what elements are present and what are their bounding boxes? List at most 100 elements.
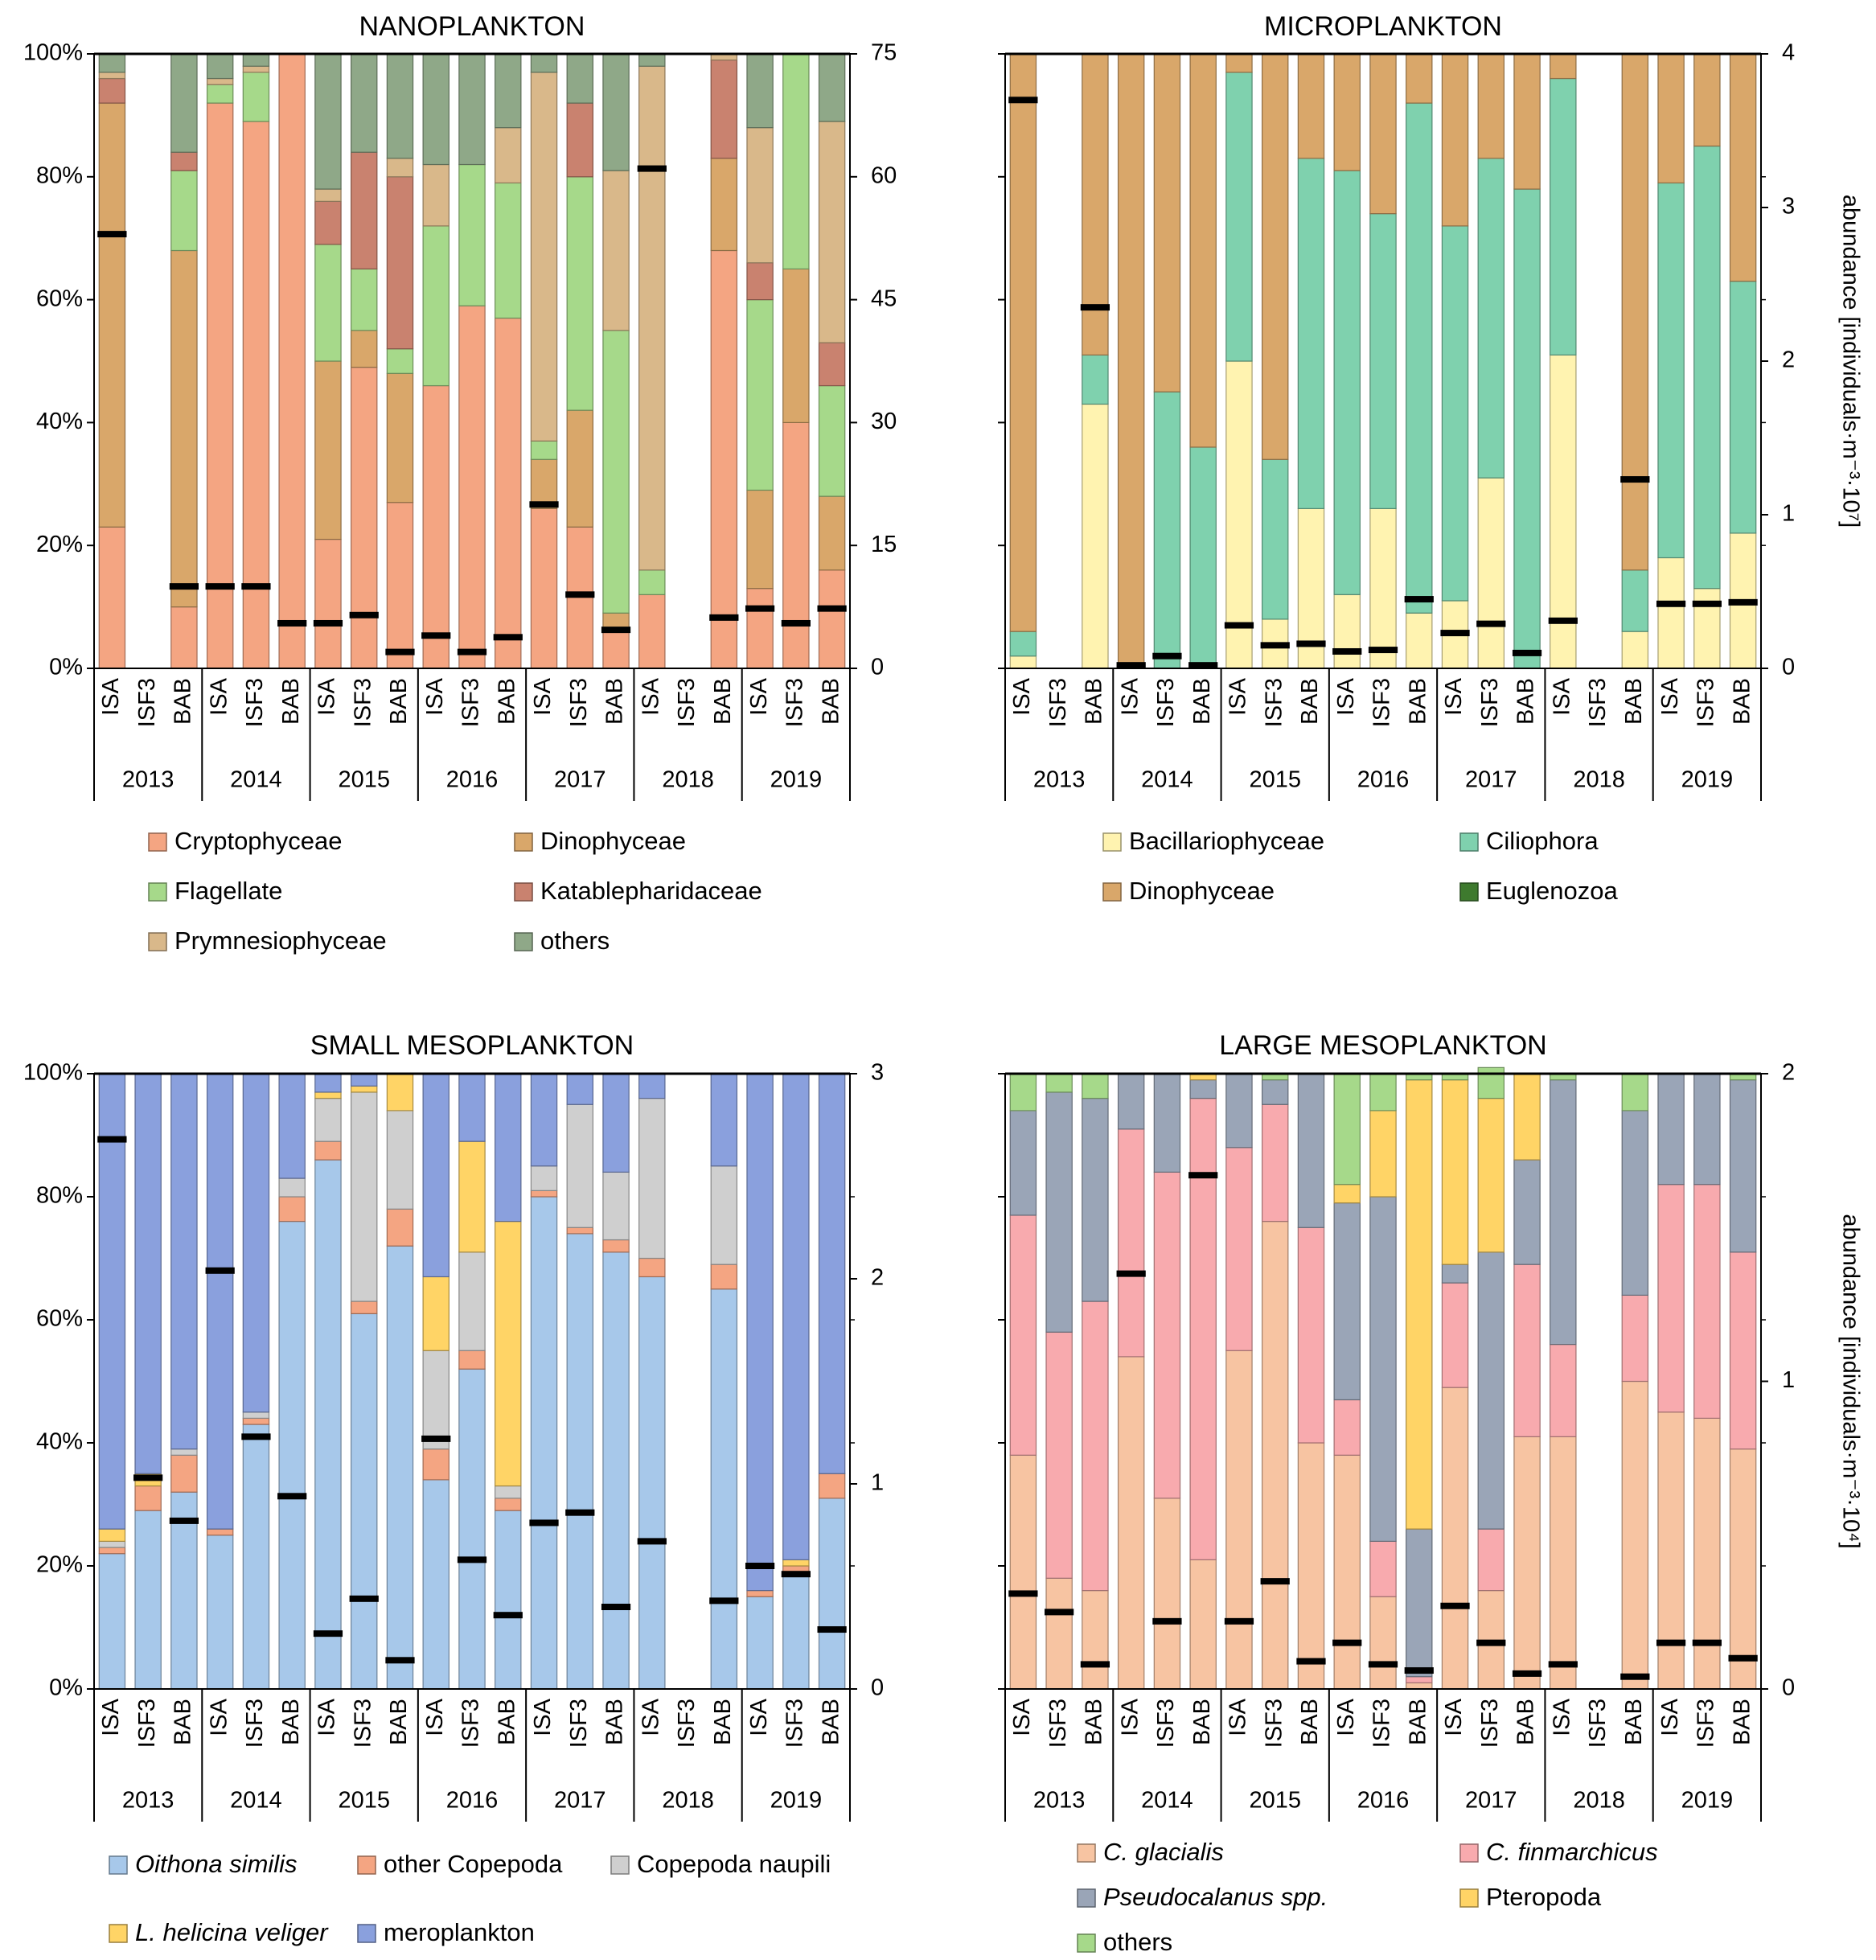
bar-segment (1045, 1073, 1073, 1093)
year-label: 2018 (1573, 767, 1625, 793)
right-tick-label: 75 (871, 40, 897, 66)
station-label: ISA (314, 677, 340, 715)
legend-swatch (109, 1855, 128, 1875)
bar-segment (1153, 391, 1181, 669)
bar-segment (1117, 1128, 1145, 1358)
bar-segment (566, 102, 594, 178)
abundance-marker (457, 648, 487, 655)
station-label: BAB (278, 678, 304, 725)
bar-segment (530, 440, 558, 460)
year-label: 2014 (1141, 767, 1193, 793)
station-label: BAB (602, 1699, 628, 1745)
bar-segment (638, 569, 666, 595)
bar-segment (530, 1196, 558, 1690)
bar-segment (566, 1227, 594, 1235)
abundance-marker (1476, 620, 1506, 627)
legend-swatch (1459, 832, 1479, 852)
abundance-marker (601, 627, 631, 634)
bar-segment (1621, 1294, 1649, 1383)
panel-microplankton: MICROPLANKTON 0 1 2 3 4 abundance [individuals… (998, 11, 1863, 905)
abundance-marker (1440, 1602, 1470, 1609)
year-label: 2017 (554, 1788, 606, 1814)
bar-segment (530, 1190, 558, 1198)
abundance-marker (241, 583, 271, 590)
bar-segment (638, 1097, 666, 1259)
station-label: BAB (170, 678, 196, 725)
legend-swatch (1077, 1933, 1096, 1953)
legend-swatch (148, 932, 167, 951)
bar-segment (602, 1171, 630, 1241)
bar-segment (1045, 1577, 1073, 1690)
bar-segment (1082, 354, 1109, 405)
station-label: BAB (1082, 1699, 1107, 1745)
abundance-marker (421, 1435, 451, 1442)
bar-segment (314, 1091, 342, 1099)
abundance-marker (709, 614, 739, 621)
abundance-marker (277, 619, 307, 627)
station-label: ISF3 (1585, 1699, 1611, 1748)
station-label: ISF3 (1369, 1699, 1395, 1748)
bar-segment (1333, 170, 1361, 595)
bar-segment (1117, 1073, 1145, 1130)
bar-segment (170, 249, 198, 608)
abundance-marker (97, 231, 127, 238)
bar-segment (495, 127, 522, 184)
bar-segment (278, 1220, 306, 1690)
bar-segment (351, 268, 378, 331)
bar-segment (1082, 403, 1109, 669)
legend-label: others (540, 927, 610, 955)
legend-swatch (514, 932, 533, 951)
station-label: ISF3 (1369, 678, 1395, 727)
bar-segment (746, 299, 774, 491)
legend-label: other Copepoda (384, 1850, 563, 1878)
bar-segment (206, 102, 234, 669)
abundance-marker (1080, 1661, 1110, 1668)
station-label: ISF3 (134, 678, 160, 727)
bar-segment (818, 1473, 846, 1499)
year-label: 2018 (662, 767, 714, 793)
bar-segment (602, 1073, 630, 1173)
bar-segment (1441, 1264, 1469, 1284)
bar-segment (1369, 1196, 1397, 1542)
abundance-marker (133, 1474, 163, 1481)
abundance-marker (709, 1597, 739, 1605)
bar-segment (351, 1313, 378, 1690)
station-label: BAB (1405, 1699, 1431, 1745)
bar-segment (1513, 1073, 1541, 1161)
bar-segment (638, 53, 666, 67)
bar-segment (170, 53, 198, 153)
bar-segment (710, 158, 738, 252)
bar-segment (386, 1245, 414, 1690)
bar-segment (351, 53, 378, 153)
bar-segment (422, 384, 450, 669)
abundance-marker (1116, 1270, 1146, 1277)
legend-swatch (610, 1855, 630, 1875)
bar-segment (1477, 1097, 1504, 1253)
bar-segment (386, 1073, 414, 1111)
abundance-marker (385, 1657, 415, 1664)
legend-swatch (148, 832, 167, 852)
station-label: BAB (494, 1699, 519, 1745)
bar-segment (710, 1073, 738, 1167)
year-label: 2019 (770, 1788, 823, 1814)
station-label: BAB (494, 678, 519, 725)
bar-segment (422, 225, 450, 387)
year-label: 2017 (1465, 767, 1517, 793)
bar-segment (602, 631, 630, 669)
bar-segment (1621, 1380, 1649, 1690)
abundance-marker (745, 1563, 775, 1569)
bar-segment (351, 330, 378, 368)
station-label: BAB (1513, 1699, 1539, 1745)
legend-label: C. finmarchicus (1486, 1838, 1658, 1866)
bar-segment (1082, 1097, 1109, 1302)
bar-segment (206, 53, 234, 80)
right-tick-label: 2 (1782, 1060, 1795, 1086)
year-label: 2015 (1249, 767, 1301, 793)
right-tick-label: 1 (1782, 501, 1795, 527)
station-label: ISF3 (1693, 678, 1719, 727)
bar-segment (1657, 1411, 1685, 1690)
bar-segment (602, 53, 630, 171)
abundance-marker (1620, 476, 1650, 483)
bar-segment (1657, 53, 1685, 184)
station-label: ISA (1657, 677, 1683, 715)
